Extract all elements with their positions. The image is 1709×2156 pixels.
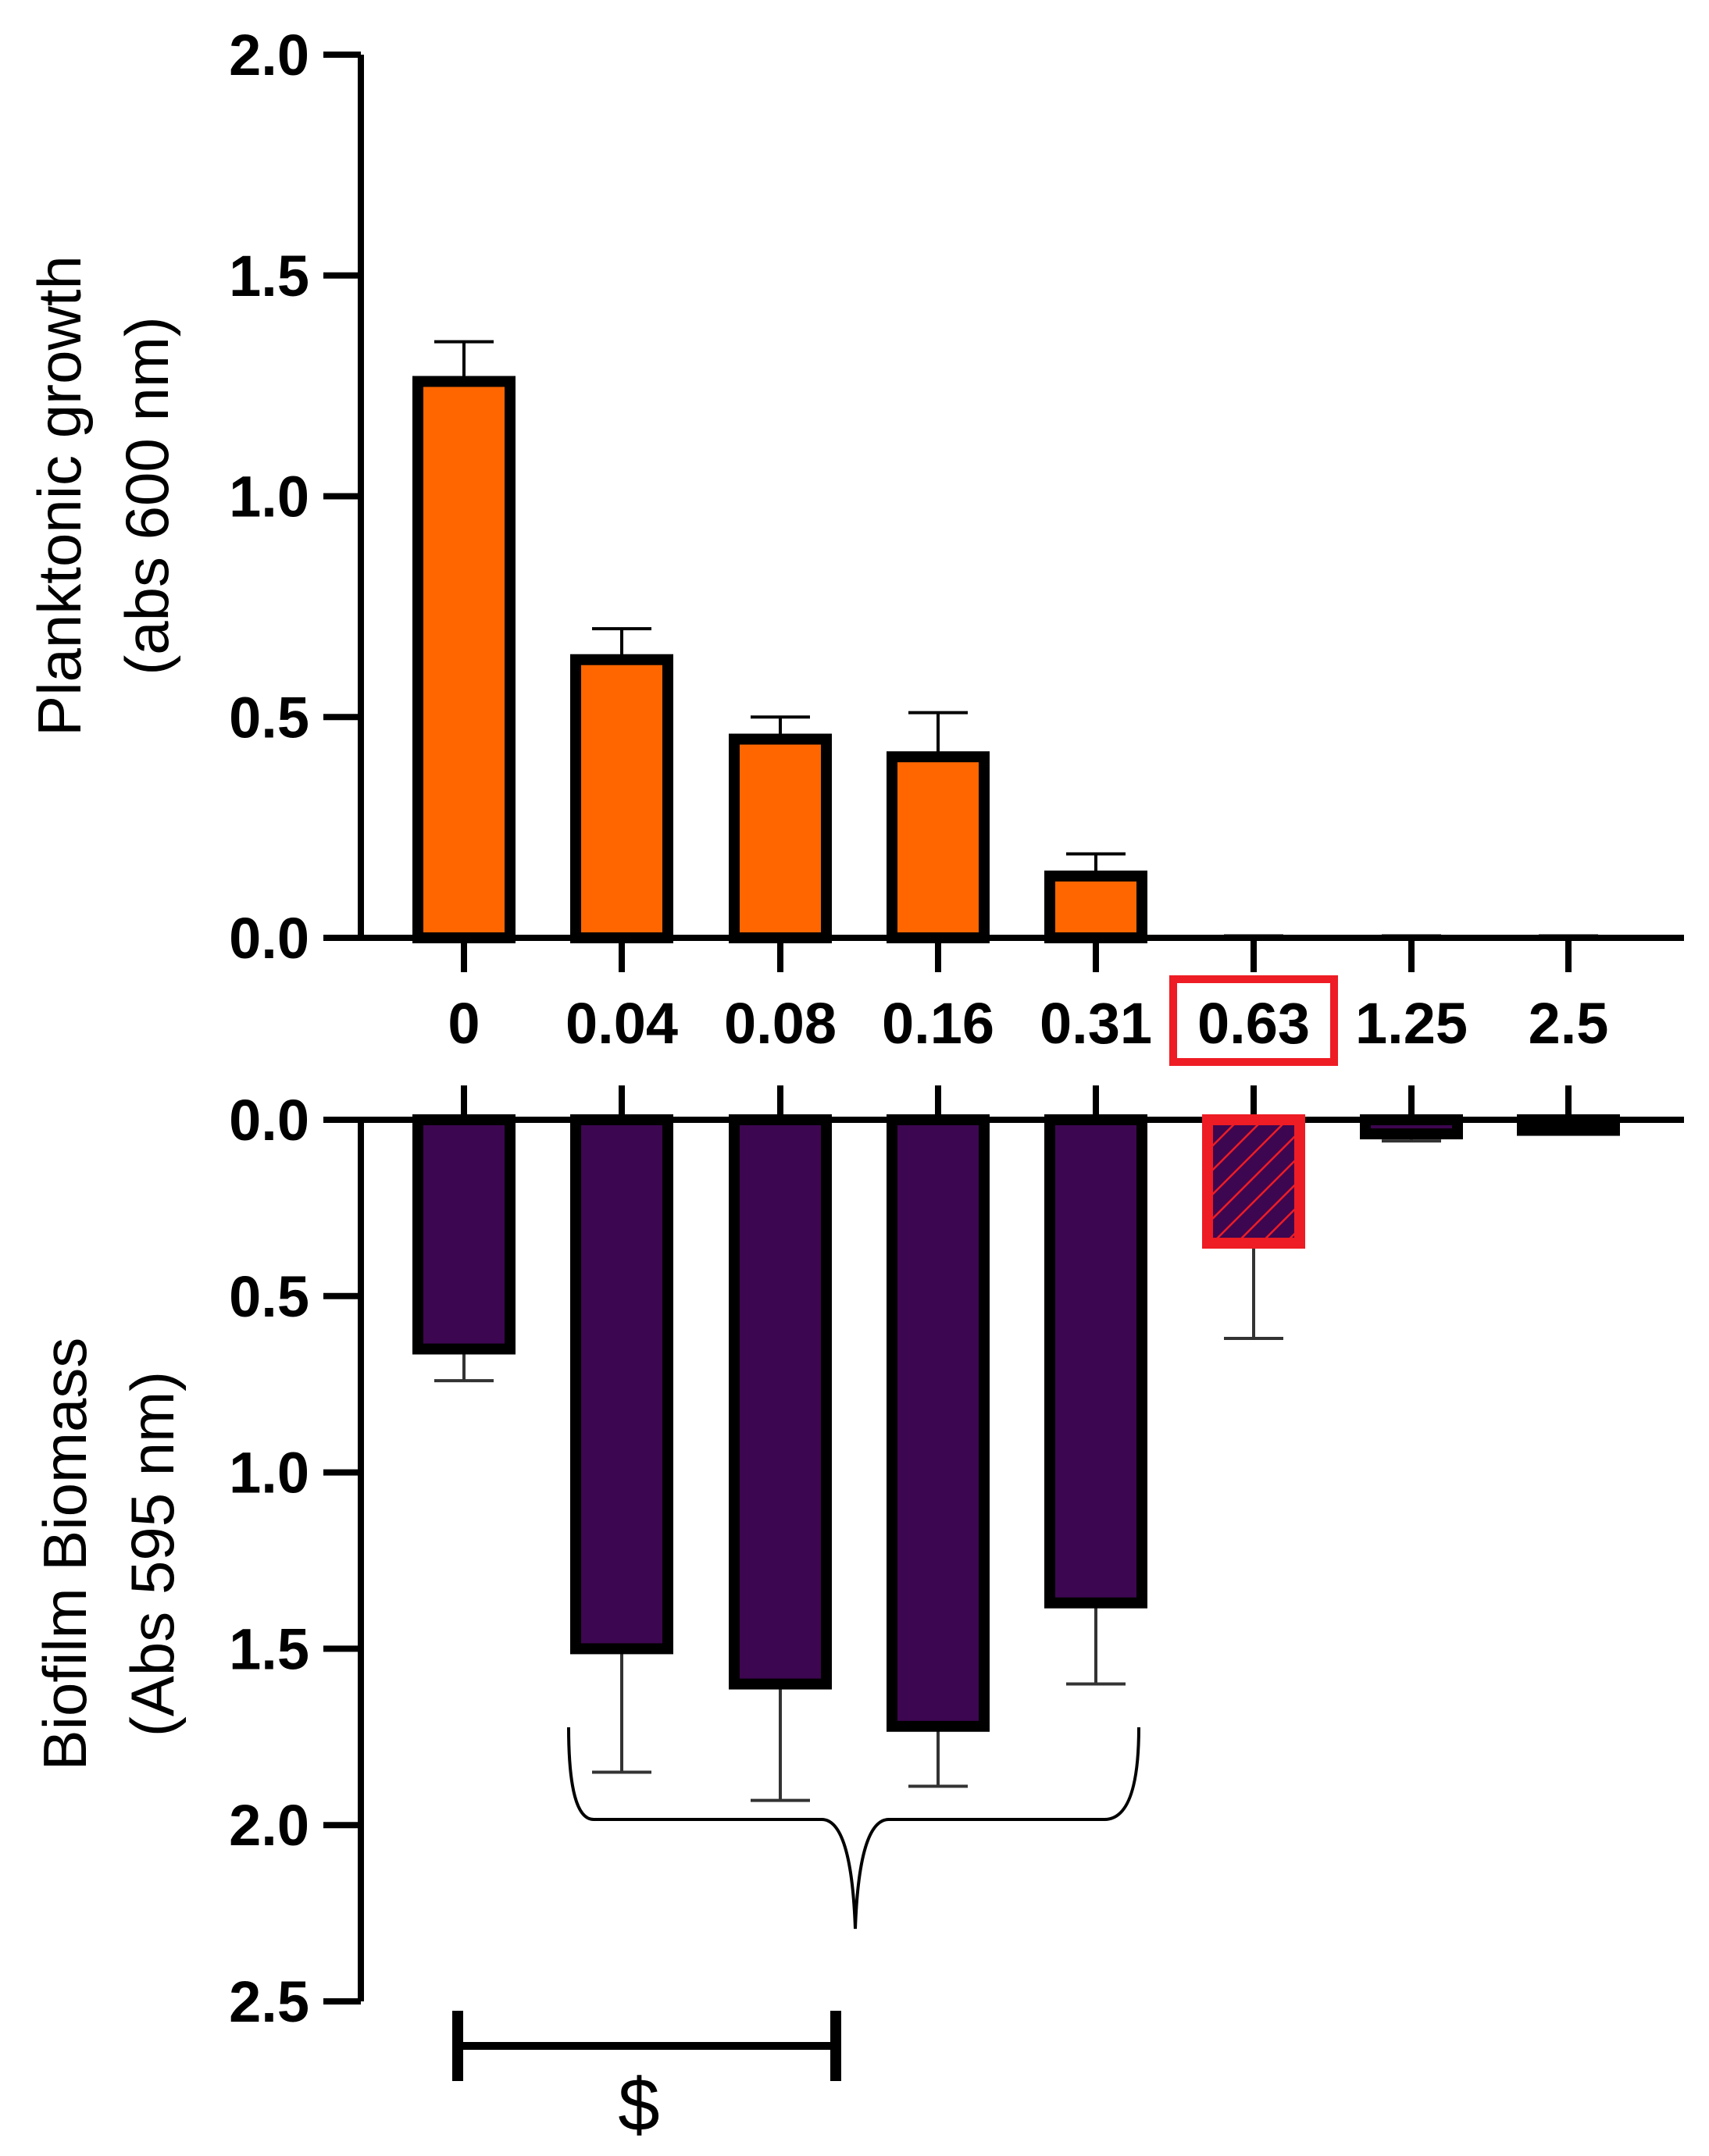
category-label: 0.16: [882, 991, 994, 1056]
bottom-y-tick-label: 0.0: [229, 1088, 309, 1153]
bottom-bar: [1517, 1114, 1620, 1136]
bottom-y-tick-label: 1.5: [229, 1616, 309, 1681]
top-y-axis-title-line-1: Planktonic growth: [25, 255, 94, 736]
bottom-bar: [570, 1114, 673, 1655]
bottom-y-tick-label: 1.0: [229, 1441, 309, 1506]
top-y-tick-label: 0.0: [229, 906, 309, 971]
category-label: 0.63: [1197, 991, 1310, 1056]
top-y-tick-label: 0.5: [229, 685, 309, 750]
top-bar: [412, 376, 516, 944]
significance-symbol: $: [618, 2063, 659, 2147]
top-y-tick-label: 1.0: [229, 465, 309, 529]
planktonic-growth-panel: 0.0 0.5 1.0 1.5 2.0 Planktonic growth (abs 6…: [25, 23, 1684, 972]
bottom-bar: [412, 1114, 516, 1355]
biofilm-biomass-panel: 0.0 0.5 1.0 1.5 2.0 2.5 Biofilm Biomass (Abs …: [30, 1085, 1684, 2147]
bottom-bar: [1044, 1114, 1147, 1609]
top-y-tick-label: 2.0: [229, 23, 309, 87]
bottom-y-axis-title-line-2: (Abs 595 nm): [118, 1371, 187, 1737]
top-y-tick-label: 1.5: [229, 244, 309, 308]
bottom-bar: [1360, 1114, 1463, 1140]
bottom-y-axis-title-line-1: Biofilm Biomass: [30, 1338, 99, 1771]
category-label: 0.04: [566, 991, 678, 1056]
highlight-box: [1169, 975, 1338, 1066]
bottom-y-tick-label: 2.0: [229, 1793, 309, 1858]
category-label: 2.5: [1529, 991, 1609, 1056]
bottom-bar-highlighted: [1202, 1114, 1305, 1249]
category-label: 0: [448, 991, 480, 1056]
category-label: 0.31: [1040, 991, 1152, 1056]
top-bar: [729, 733, 832, 944]
significance-bracket: [452, 2011, 841, 2081]
top-bar: [570, 654, 673, 943]
bottom-y-tick-label: 0.5: [229, 1264, 309, 1329]
significance-brace: [567, 1727, 1140, 1930]
bottom-bar: [887, 1114, 990, 1732]
bottom-bar: [729, 1114, 832, 1690]
top-bar: [887, 751, 990, 944]
bottom-y-tick-label: 2.5: [229, 1969, 309, 2034]
category-label: 1.25: [1355, 991, 1468, 1056]
category-label: 0.08: [724, 991, 837, 1056]
concentration-labels: 0 0.04 0.08 0.16 0.31 0.63 1.25 2.5: [448, 975, 1609, 1066]
top-bar: [1044, 870, 1147, 943]
top-y-axis-title-line-2: (abs 600 nm): [112, 316, 181, 675]
